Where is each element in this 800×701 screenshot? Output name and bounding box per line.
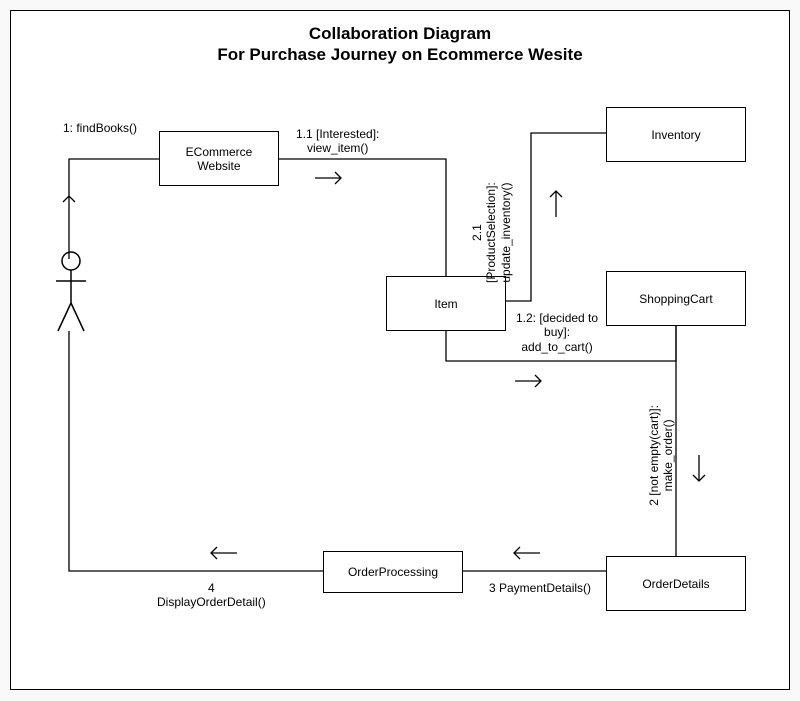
msg-1-2: 1.2: [decided tobuy]:add_to_cart() [516, 311, 598, 354]
msg-2-1: 2.1[ProductSelection]:update_inventory() [470, 182, 513, 283]
diagram-canvas: Collaboration Diagram For Purchase Journ… [10, 10, 790, 690]
node-item: Item [386, 276, 506, 331]
actor-icon [55, 251, 81, 331]
node-shoppingcart: ShoppingCart [606, 271, 746, 326]
node-orderprocessing: OrderProcessing [323, 551, 463, 593]
node-ecommerce: ECommerceWebsite [159, 131, 279, 186]
node-orderdetails: OrderDetails [606, 556, 746, 611]
msg-3: 3 PaymentDetails() [489, 581, 591, 595]
msg-2: 2 [not empty(cart)]:make_order() [647, 405, 676, 506]
node-inventory: Inventory [606, 107, 746, 162]
msg-1: 1: findBooks() [63, 121, 137, 135]
msg-1-1: 1.1 [Interested]:view_item() [296, 127, 379, 156]
msg-4: 4DisplayOrderDetail() [157, 581, 266, 610]
